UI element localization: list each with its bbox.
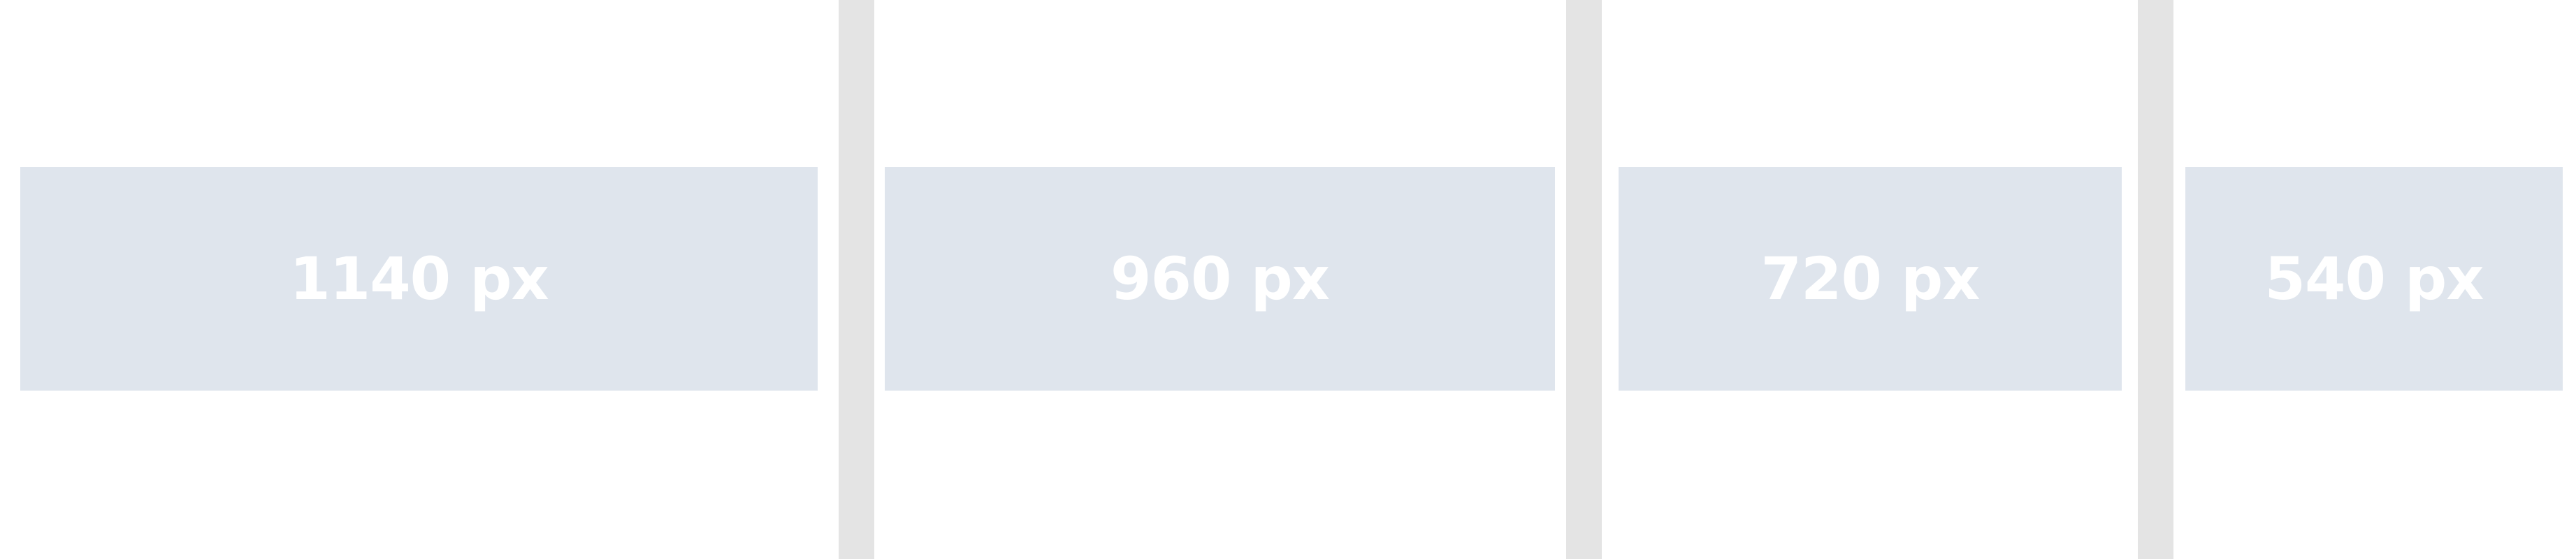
width-box-label: 960 px (1110, 245, 1330, 313)
divider-1 (839, 0, 874, 559)
width-box-960: 960 px (885, 167, 1555, 391)
divider-3 (2138, 0, 2173, 559)
width-box-label: 1140 px (289, 245, 549, 313)
width-box-label: 720 px (1760, 245, 1981, 313)
divider-2 (1566, 0, 1602, 559)
width-box-1140: 1140 px (20, 167, 818, 391)
width-box-540: 540 px (2185, 167, 2563, 391)
width-box-720: 720 px (1619, 167, 2122, 391)
width-box-label: 540 px (2264, 245, 2484, 313)
